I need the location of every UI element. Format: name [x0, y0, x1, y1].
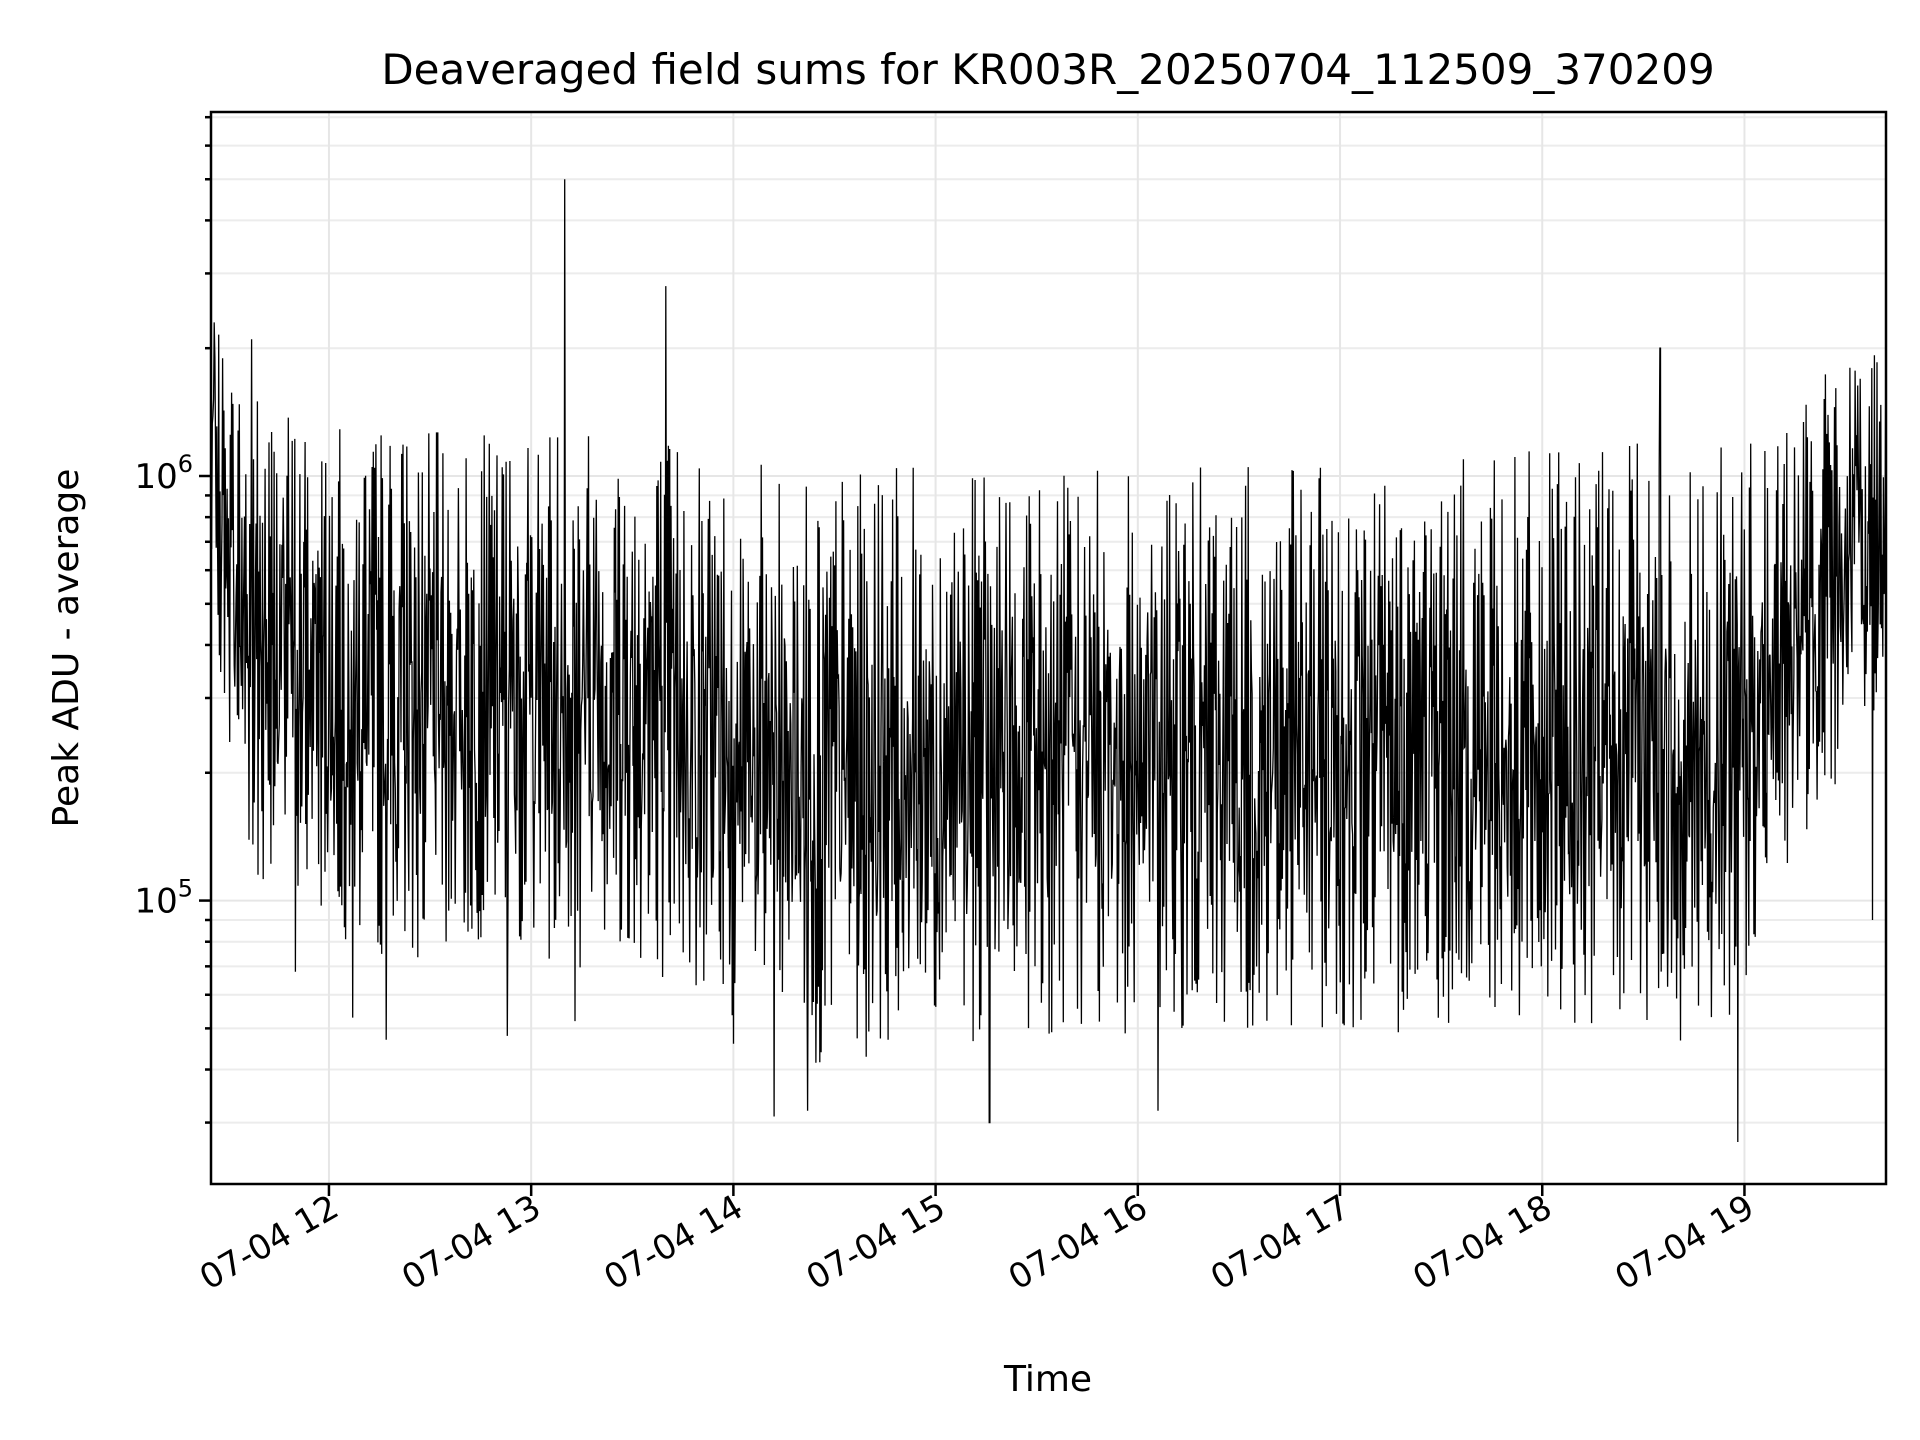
y-axis: 105 106 [134, 115, 211, 1124]
y-axis-label: Peak ADU - average [46, 469, 87, 828]
series-line [210, 179, 1887, 1143]
plot-frame [209, 110, 1888, 1186]
chart-title: Deaveraged field sums for KR003R_2025070… [381, 45, 1714, 94]
y-tick-label: 105 [134, 875, 193, 922]
series-group [210, 179, 1887, 1143]
x-axis-label: Time [1003, 1359, 1092, 1400]
y-tick-label: 106 [134, 450, 193, 497]
